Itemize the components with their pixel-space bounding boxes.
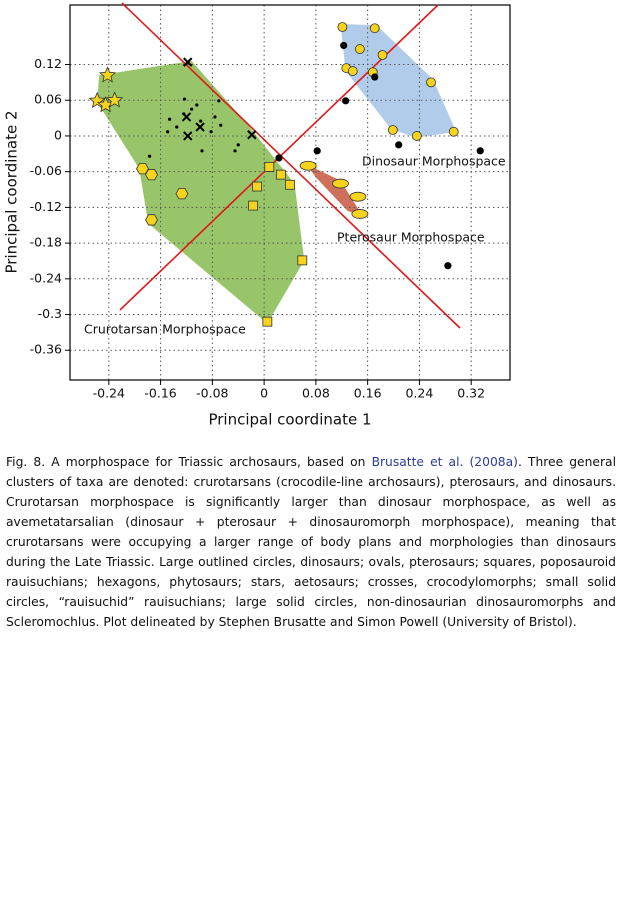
square-marker <box>248 200 259 211</box>
x-tick-label: -0.24 <box>93 386 125 401</box>
small-dot-marker <box>233 149 237 153</box>
square-marker <box>252 181 262 192</box>
morphospace-region <box>305 163 363 216</box>
y-tick-label: -0.12 <box>30 199 62 214</box>
x-tick-label: 0.32 <box>457 386 485 401</box>
circle-marker <box>337 22 348 32</box>
small-dot-marker <box>168 117 172 121</box>
x-tick-label: 0.08 <box>302 386 330 401</box>
small-dot-marker <box>175 125 179 129</box>
large-dot-marker <box>444 262 452 270</box>
figure-caption: Fig. 8. A morphospace for Triassic archo… <box>6 452 616 632</box>
y-tick-label: -0.3 <box>38 306 62 321</box>
small-dot-marker <box>195 103 199 107</box>
small-dot-marker <box>200 149 204 153</box>
region-label: Crurotarsan Morphospace <box>84 322 246 337</box>
oval-marker <box>299 160 317 171</box>
circle-marker <box>448 126 459 137</box>
reference-link[interactable]: Brusatte et al. (2008a) <box>371 455 518 469</box>
cross-marker <box>183 131 193 141</box>
points <box>88 22 484 327</box>
large-dot-marker <box>313 147 321 155</box>
small-dot-marker <box>147 154 152 158</box>
oval-marker <box>351 209 369 219</box>
x-axis-label: Principal coordinate 1 <box>208 411 371 429</box>
large-dot-marker <box>275 154 283 162</box>
regions <box>97 24 457 324</box>
small-dot-marker <box>199 119 203 123</box>
large-dot-marker <box>371 73 379 81</box>
region-label: Dinosaur Morphospace <box>362 154 506 169</box>
small-dot-marker <box>236 143 240 147</box>
square-marker <box>297 255 308 266</box>
circle-marker <box>347 66 358 76</box>
circle-marker <box>387 125 398 135</box>
x-tick-label: -0.16 <box>144 386 176 401</box>
y-tick-label: -0.18 <box>30 235 62 250</box>
hexagon-marker <box>136 163 149 175</box>
y-tick-label: 0.12 <box>34 56 62 71</box>
circle-marker <box>411 131 422 141</box>
hexagon-marker <box>145 169 158 181</box>
oval-marker <box>332 178 349 189</box>
caption-text: Fig. 8. A morphospace for Triassic archo… <box>6 455 372 469</box>
large-dot-marker <box>340 41 348 50</box>
circle-marker <box>426 77 436 88</box>
oval-marker <box>349 191 367 202</box>
star-marker <box>98 66 117 83</box>
square-marker <box>264 162 275 172</box>
region-label: Pterosaur Morphospace <box>337 230 485 245</box>
morphospace-region <box>97 60 305 324</box>
small-dot-marker <box>182 112 186 116</box>
small-dot-marker <box>219 123 223 127</box>
x-tick-label: -0.08 <box>196 386 228 401</box>
small-dot-marker <box>217 99 221 103</box>
circle-marker <box>354 44 365 54</box>
small-dot-marker <box>182 97 187 101</box>
large-dot-marker <box>476 147 484 155</box>
star-marker <box>106 91 124 108</box>
hexagon-marker <box>145 214 158 226</box>
y-tick-label: 0.06 <box>34 92 62 107</box>
small-dot-marker <box>213 115 217 119</box>
y-tick-label: -0.06 <box>30 163 62 178</box>
small-dot-marker <box>166 130 170 134</box>
hexagon-marker <box>175 188 189 200</box>
square-marker <box>262 316 273 327</box>
large-dot-marker <box>395 141 403 149</box>
figure: Principal coordinate 1 Principal coordin… <box>3 2 511 429</box>
cross-marker <box>183 57 193 67</box>
x-tick-label: 0.16 <box>354 386 382 401</box>
cross-marker <box>247 130 257 140</box>
small-dot-marker <box>190 107 194 111</box>
cross-marker <box>195 122 205 132</box>
y-tick-label: -0.36 <box>30 342 62 357</box>
large-dot-marker <box>342 97 350 105</box>
circle-marker <box>377 50 388 60</box>
caption-text: . Three general clusters of taxa are den… <box>6 455 616 629</box>
x-tick-label: 0 <box>260 386 268 401</box>
y-tick-label: -0.24 <box>30 270 62 285</box>
circle-marker <box>369 23 380 34</box>
y-tick-label: 0 <box>54 127 62 142</box>
square-marker <box>276 169 286 180</box>
y-axis-label: Principal coordinate 2 <box>3 110 21 273</box>
plot-frame <box>69 4 511 381</box>
divider-line <box>121 2 461 329</box>
x-tick-label: 0.24 <box>405 386 433 401</box>
morphospace-region <box>340 24 457 138</box>
small-dot-marker <box>209 130 213 134</box>
square-marker <box>285 179 295 190</box>
